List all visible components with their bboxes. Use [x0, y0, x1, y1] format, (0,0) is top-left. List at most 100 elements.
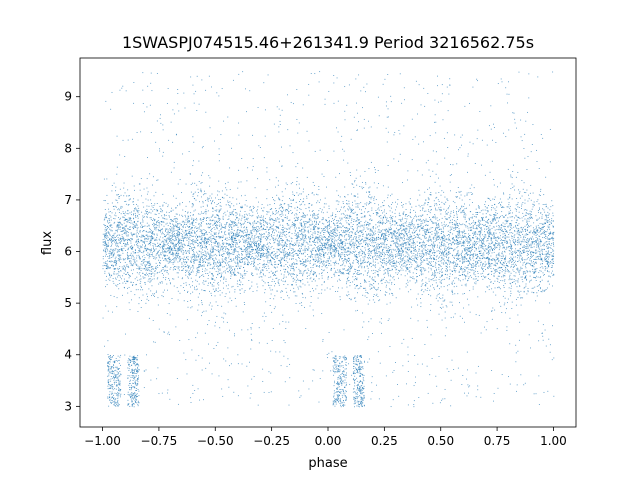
data-point [388, 261, 390, 263]
data-point [350, 252, 352, 253]
data-point [496, 240, 498, 242]
data-point [263, 280, 265, 282]
data-point [526, 221, 528, 223]
data-point [341, 273, 343, 275]
data-point [275, 277, 277, 279]
data-point [311, 234, 313, 235]
data-point [476, 233, 478, 235]
data-point [492, 226, 494, 228]
data-point [476, 238, 478, 240]
data-point [193, 246, 195, 248]
data-point [267, 204, 269, 206]
data-point [364, 237, 366, 239]
data-point [317, 254, 319, 256]
data-point [417, 199, 419, 201]
data-point [290, 209, 292, 211]
data-point [510, 283, 512, 285]
data-point [421, 267, 423, 269]
data-point [414, 282, 416, 284]
data-point [527, 234, 529, 235]
data-point [399, 249, 401, 251]
data-point [239, 292, 241, 294]
data-point [467, 250, 469, 252]
data-point [394, 220, 396, 222]
data-point [347, 260, 349, 262]
data-point [178, 247, 180, 249]
data-point [474, 223, 476, 225]
data-point [369, 240, 371, 242]
data-point [519, 243, 521, 245]
data-point [265, 228, 267, 230]
data-point [209, 239, 211, 241]
data-point [377, 283, 379, 285]
data-point [175, 253, 177, 255]
data-point [506, 241, 508, 243]
data-point [353, 219, 355, 220]
data-point [389, 206, 391, 208]
data-point [167, 206, 169, 208]
data-point [497, 244, 498, 246]
data-point [446, 209, 447, 211]
data-point [421, 228, 423, 230]
data-point [513, 243, 515, 244]
data-point [300, 224, 302, 226]
data-point [360, 224, 362, 226]
data-point [297, 207, 299, 209]
data-point [515, 272, 517, 274]
data-point [518, 250, 519, 252]
data-point [533, 243, 535, 245]
data-point [541, 263, 543, 265]
data-point [188, 229, 190, 231]
data-point [226, 262, 228, 264]
data-point [330, 245, 331, 247]
data-point [356, 255, 357, 257]
data-point [259, 256, 261, 258]
data-point [486, 257, 488, 259]
data-point [197, 227, 198, 229]
data-point [434, 276, 435, 278]
data-point [106, 284, 108, 286]
data-point [276, 290, 278, 292]
data-point [164, 254, 166, 256]
data-point [199, 251, 201, 253]
data-point [133, 218, 135, 220]
data-point [453, 238, 454, 240]
data-point [369, 299, 371, 301]
data-point [465, 221, 467, 223]
data-point [268, 252, 270, 253]
data-point [495, 294, 497, 296]
data-point [302, 234, 304, 236]
data-point [226, 268, 228, 270]
data-point [177, 205, 178, 207]
data-point [150, 275, 152, 277]
data-point [349, 251, 351, 253]
data-point [484, 203, 486, 205]
data-point [539, 257, 541, 259]
data-point [521, 241, 523, 243]
data-point [322, 217, 324, 219]
data-point [340, 246, 342, 248]
data-point [434, 255, 436, 256]
data-point [380, 206, 382, 208]
data-point [386, 281, 388, 283]
data-point [535, 215, 537, 217]
data-point [224, 227, 226, 229]
data-point [200, 218, 202, 220]
data-point [377, 296, 379, 297]
data-point [418, 250, 420, 252]
data-point [381, 234, 382, 235]
data-point [278, 210, 279, 212]
data-point [321, 253, 322, 255]
data-point [125, 274, 127, 275]
data-point [368, 211, 370, 212]
data-point [147, 243, 149, 245]
data-point [254, 258, 256, 260]
data-point [405, 247, 407, 249]
data-point [161, 281, 163, 282]
data-point [537, 276, 539, 278]
data-point [358, 252, 360, 253]
data-point [479, 236, 481, 238]
data-point [547, 280, 549, 282]
data-point [364, 253, 366, 255]
data-point [348, 273, 350, 275]
